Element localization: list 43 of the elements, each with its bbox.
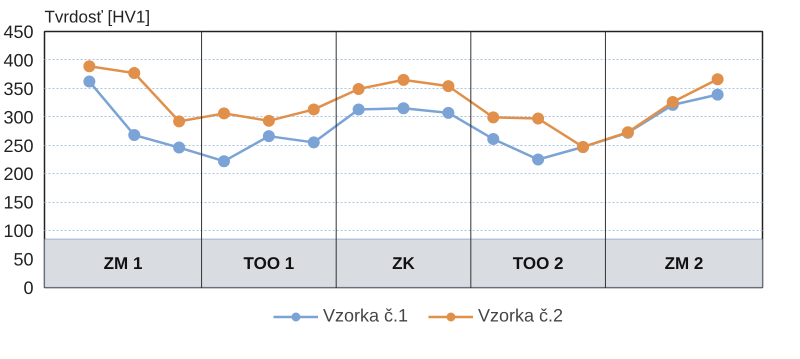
y-tick-label: 450: [3, 22, 34, 42]
point: [128, 129, 140, 142]
point: [83, 60, 96, 72]
annotation: ZM 2: [664, 254, 704, 273]
point: [712, 88, 724, 101]
y-tick-label: 200: [3, 164, 34, 184]
y-tick-label: 250: [3, 136, 34, 156]
point: [308, 103, 320, 116]
annotation: TOO 2: [512, 254, 564, 273]
point: [173, 115, 186, 128]
point: [442, 106, 454, 119]
point: [532, 154, 544, 166]
annotation: TOO 1: [244, 254, 294, 273]
point: [352, 103, 365, 116]
y-tick-label: 0: [23, 278, 34, 298]
point: [487, 133, 500, 146]
point: [218, 155, 230, 168]
point: [532, 112, 544, 125]
annotation: ZM 1: [104, 254, 142, 273]
point: [487, 111, 500, 124]
point: [262, 114, 275, 127]
point: [398, 74, 410, 86]
y-tick-label: 300: [3, 107, 34, 128]
point: [352, 82, 365, 95]
point: [218, 107, 230, 120]
point: [308, 136, 320, 148]
y-tick-label: 150: [3, 192, 34, 213]
annotation: ZK: [392, 254, 416, 273]
y-tick-label: 350: [3, 78, 34, 99]
point: [83, 76, 96, 88]
legend-label: Vzorka č.1: [322, 306, 408, 326]
y-axis-title: Tvrdosť [HV1]: [44, 8, 150, 26]
y-tick-label: 100: [3, 221, 34, 242]
point: [262, 130, 275, 142]
point: [398, 102, 410, 114]
point: [442, 80, 454, 92]
point: [128, 67, 140, 80]
point: [666, 96, 679, 108]
y-tick-label: 400: [3, 50, 34, 70]
legend-label: Vzorka č.2: [478, 306, 564, 326]
point: [173, 142, 186, 154]
y-tick-label: 50: [13, 250, 34, 270]
point: [712, 73, 724, 86]
